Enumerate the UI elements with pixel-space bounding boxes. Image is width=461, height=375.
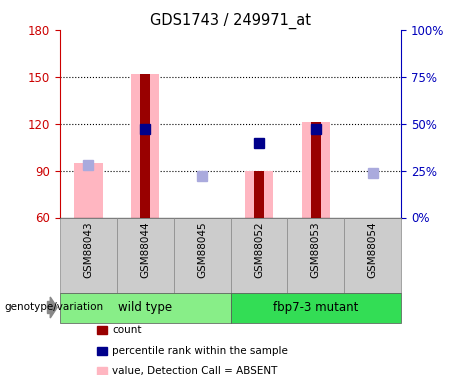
- Text: value, Detection Call = ABSENT: value, Detection Call = ABSENT: [112, 366, 278, 375]
- Text: GSM88044: GSM88044: [140, 221, 150, 278]
- Bar: [140, 74, 150, 217]
- Bar: [117, 217, 174, 292]
- Text: wild type: wild type: [118, 301, 172, 314]
- Bar: [60, 292, 230, 322]
- Text: GSM88045: GSM88045: [197, 221, 207, 278]
- Text: GSM88053: GSM88053: [311, 221, 321, 278]
- Text: percentile rank within the sample: percentile rank within the sample: [112, 346, 289, 355]
- Bar: [245, 171, 273, 217]
- Bar: [174, 217, 230, 292]
- Bar: [230, 217, 287, 292]
- Bar: [74, 163, 102, 218]
- Bar: [131, 74, 160, 217]
- Bar: [301, 122, 330, 218]
- Bar: [344, 217, 401, 292]
- Text: GSM88054: GSM88054: [367, 221, 378, 278]
- FancyArrow shape: [47, 297, 57, 318]
- Text: genotype/variation: genotype/variation: [5, 303, 104, 312]
- Text: count: count: [112, 325, 142, 335]
- Bar: [60, 217, 117, 292]
- Text: fbp7-3 mutant: fbp7-3 mutant: [273, 301, 359, 314]
- Title: GDS1743 / 249971_at: GDS1743 / 249971_at: [150, 12, 311, 28]
- Bar: [230, 292, 401, 322]
- Text: GSM88052: GSM88052: [254, 221, 264, 278]
- Bar: [287, 217, 344, 292]
- Text: GSM88043: GSM88043: [83, 221, 94, 278]
- Bar: [311, 122, 321, 218]
- Bar: [254, 171, 264, 217]
